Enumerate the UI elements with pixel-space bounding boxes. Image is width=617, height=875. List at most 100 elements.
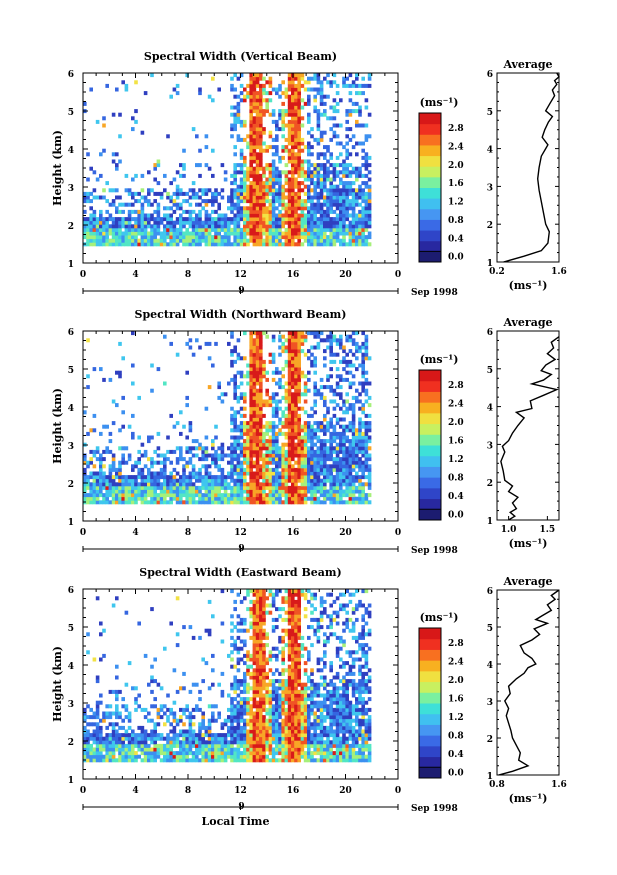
heatmap-cell [121, 446, 125, 451]
heatmap-cell [134, 743, 138, 748]
colorbar-swatch [419, 144, 441, 157]
heatmap-cell [355, 399, 359, 404]
heatmap-cell [182, 707, 186, 712]
heatmap-cell [291, 500, 295, 505]
heatmap-cell [143, 213, 148, 218]
heatmap-cell [111, 217, 116, 222]
heatmap-cell [300, 349, 305, 354]
heatmap-cell [259, 489, 263, 494]
heatmap-cell [198, 743, 202, 748]
heatmap-cell [188, 449, 193, 454]
heatmap-cell [140, 227, 145, 232]
heatmap-cell [294, 460, 298, 465]
heatmap-cell [271, 137, 276, 142]
heatmap-cell [233, 116, 237, 121]
heatmap-cell [351, 220, 356, 225]
heatmap-cell [259, 184, 263, 189]
heatmap-cell [198, 475, 202, 480]
heatmap-cell [179, 500, 183, 505]
heatmap-cell [140, 173, 145, 178]
heatmap-cell [319, 152, 324, 157]
heatmap-cell [134, 464, 138, 469]
heatmap-cell [326, 80, 330, 85]
heatmap-cell [323, 471, 327, 476]
heatmap-cell [217, 87, 221, 92]
heatmap-cell [291, 109, 295, 114]
heatmap-cell [207, 235, 212, 240]
heatmap-cell [307, 87, 311, 92]
heatmap-cell [252, 406, 257, 411]
heatmap-cell [230, 485, 234, 490]
heatmap-cell [310, 145, 314, 150]
heatmap-cell [329, 181, 333, 186]
heatmap-cell [323, 403, 327, 408]
heatmap-cell [323, 395, 327, 400]
heatmap-cell [313, 385, 317, 390]
heatmap-cell [332, 177, 337, 182]
heatmap-cell [188, 485, 193, 490]
heatmap-cell [102, 747, 106, 752]
heatmap-cell [204, 213, 209, 218]
heatmap-cell [223, 177, 228, 182]
heatmap-cell [182, 493, 186, 498]
heatmap-cell [345, 460, 349, 465]
heatmap-cell [115, 496, 119, 501]
heatmap-cell [342, 435, 346, 440]
heatmap-cell [281, 421, 285, 426]
heatmap-cell [303, 381, 308, 386]
heatmap-cell [236, 184, 241, 189]
heatmap-cell [227, 460, 231, 465]
heatmap-cell [316, 489, 321, 494]
heatmap-cell [172, 199, 177, 204]
heatmap-cell [326, 424, 330, 429]
heatmap-cell [355, 73, 359, 78]
heatmap-cell [307, 191, 311, 196]
heatmap-cell [294, 159, 298, 164]
heatmap-cell [207, 485, 212, 490]
heatmap-cell [284, 235, 289, 240]
heatmap-cell [307, 206, 311, 211]
heatmap-cell [195, 485, 199, 490]
heatmap-cell [291, 83, 295, 88]
heatmap-cell [236, 119, 241, 124]
heatmap-cell [204, 227, 209, 232]
heatmap-cell [271, 482, 276, 487]
heatmap-cell [275, 148, 279, 153]
heatmap-cell [281, 231, 285, 236]
heatmap-cell [252, 446, 257, 451]
heatmap-cell [335, 83, 340, 88]
heatmap-cell [316, 435, 321, 440]
heatmap-cell [303, 334, 308, 339]
heatmap-cell [252, 217, 257, 222]
heatmap-cell [147, 743, 151, 748]
heatmap-cell [166, 134, 170, 139]
heatmap-cell [175, 500, 180, 505]
heatmap-cell [316, 485, 321, 490]
heatmap-cell [323, 152, 327, 157]
heatmap-cell [297, 98, 301, 103]
heatmap-cell [134, 758, 138, 763]
heatmap-cell [265, 109, 269, 114]
heatmap-cell [127, 217, 132, 222]
heatmap-cell [291, 449, 295, 454]
heatmap-cell [342, 213, 346, 218]
heatmap-cell [275, 213, 279, 218]
heatmap-cell [220, 751, 225, 756]
heatmap-cell [332, 209, 337, 214]
heatmap-cell [281, 148, 285, 153]
heatmap-cell [89, 227, 93, 232]
heatmap-cell [367, 83, 372, 88]
heatmap-cell [239, 163, 244, 168]
heatmap-cell [291, 439, 295, 444]
heatmap-cell [307, 457, 311, 462]
heatmap-cell [118, 754, 122, 759]
heatmap-cell [297, 181, 301, 186]
heatmap-cell [307, 413, 311, 418]
heatmap-cell [230, 331, 234, 336]
heatmap-cell [147, 213, 151, 218]
heatmap-cell [275, 199, 279, 204]
heatmap-cell [233, 173, 237, 178]
heatmap-cell [367, 134, 372, 139]
heatmap-cell [159, 707, 164, 712]
heatmap-cell [182, 740, 186, 745]
